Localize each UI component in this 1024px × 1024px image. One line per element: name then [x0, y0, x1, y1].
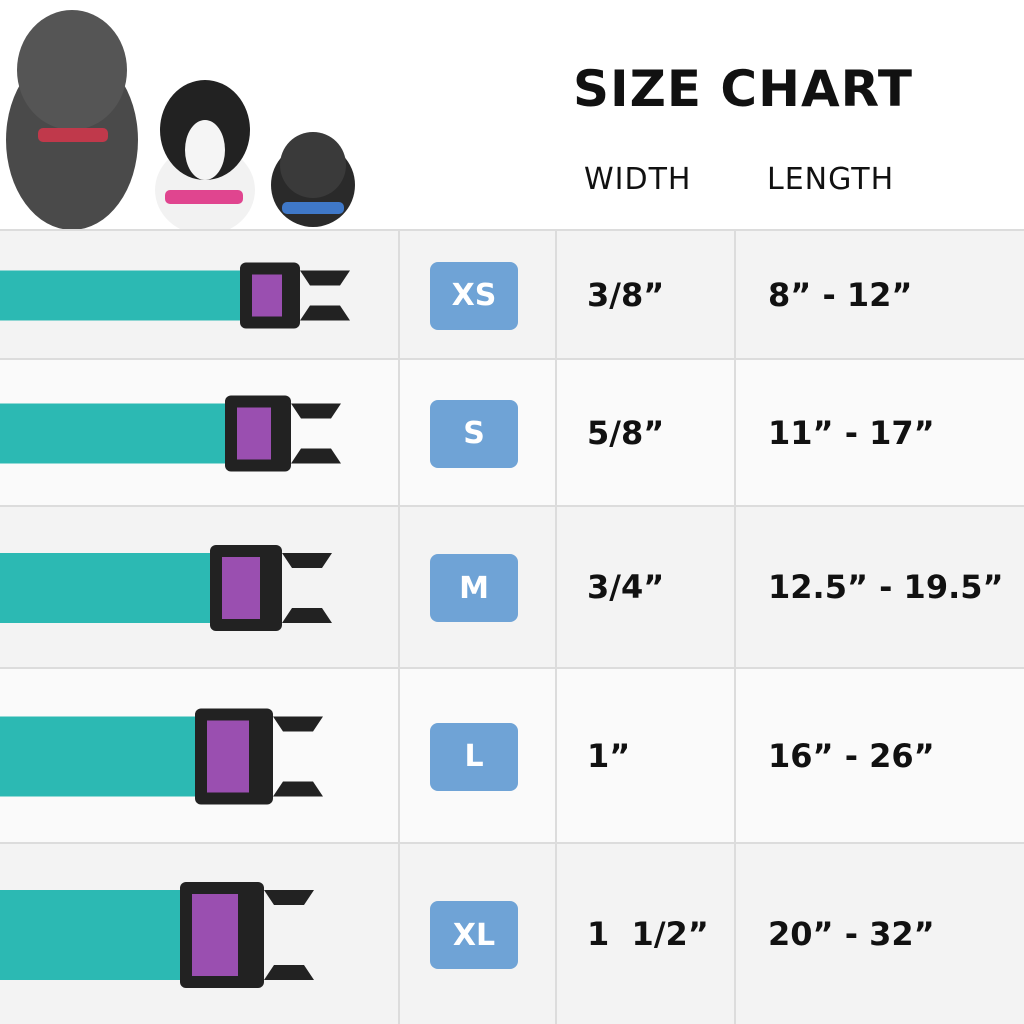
collar-image — [0, 262, 350, 329]
size-badge: S — [430, 399, 518, 468]
collar-image — [0, 545, 332, 631]
column-header: WIDTH — [584, 162, 692, 197]
table-row: M 3/4” 12.5” - 19.5” — [0, 505, 1024, 667]
length-value: 20” - 32” — [768, 915, 935, 953]
width-value: 3/8” — [587, 275, 665, 314]
width-value: 5/8” — [587, 413, 665, 452]
column-header: LENGTH — [767, 162, 895, 197]
title: SIZE CHART — [573, 60, 914, 118]
cell: S — [398, 360, 555, 505]
size-badge: XS — [430, 261, 518, 330]
collar-image — [0, 882, 314, 988]
cell: L — [398, 669, 555, 842]
cell: 1 1/2” — [555, 844, 732, 1024]
cell: 3/8” — [555, 231, 732, 358]
length-value: 16” - 26” — [768, 736, 935, 775]
table-row: XL 1 1/2” 20” - 32” — [0, 842, 1024, 1024]
cell: 5/8” — [555, 360, 732, 505]
dogs-image — [6, 10, 355, 230]
cell: 16” - 26” — [734, 669, 1024, 842]
width-value: 3/4” — [587, 568, 665, 606]
cell: M — [398, 507, 555, 667]
width-value: 1 1/2” — [587, 915, 709, 953]
collar-image — [0, 395, 341, 472]
length-value: 12.5” - 19.5” — [768, 568, 1004, 606]
cell: XL — [398, 844, 555, 1024]
length-value: 8” - 12” — [768, 275, 913, 314]
cell: XS — [398, 231, 555, 358]
cell: 8” - 12” — [734, 231, 1024, 358]
cell: 3/4” — [555, 507, 732, 667]
cell: 1” — [555, 669, 732, 842]
table-row: S 5/8” 11” - 17” — [0, 358, 1024, 505]
size-badge: M — [430, 554, 518, 622]
size-badge: L — [430, 722, 518, 791]
size-badge: XL — [430, 901, 518, 969]
cell: 11” - 17” — [734, 360, 1024, 505]
cell: 20” - 32” — [734, 844, 1024, 1024]
collar-image — [0, 708, 323, 805]
width-value: 1” — [587, 736, 631, 775]
table-row: XS 3/8” 8” - 12” — [0, 229, 1024, 358]
length-value: 11” - 17” — [768, 413, 935, 452]
table-row: L 1” 16” - 26” — [0, 667, 1024, 842]
cell: 12.5” - 19.5” — [734, 507, 1024, 667]
